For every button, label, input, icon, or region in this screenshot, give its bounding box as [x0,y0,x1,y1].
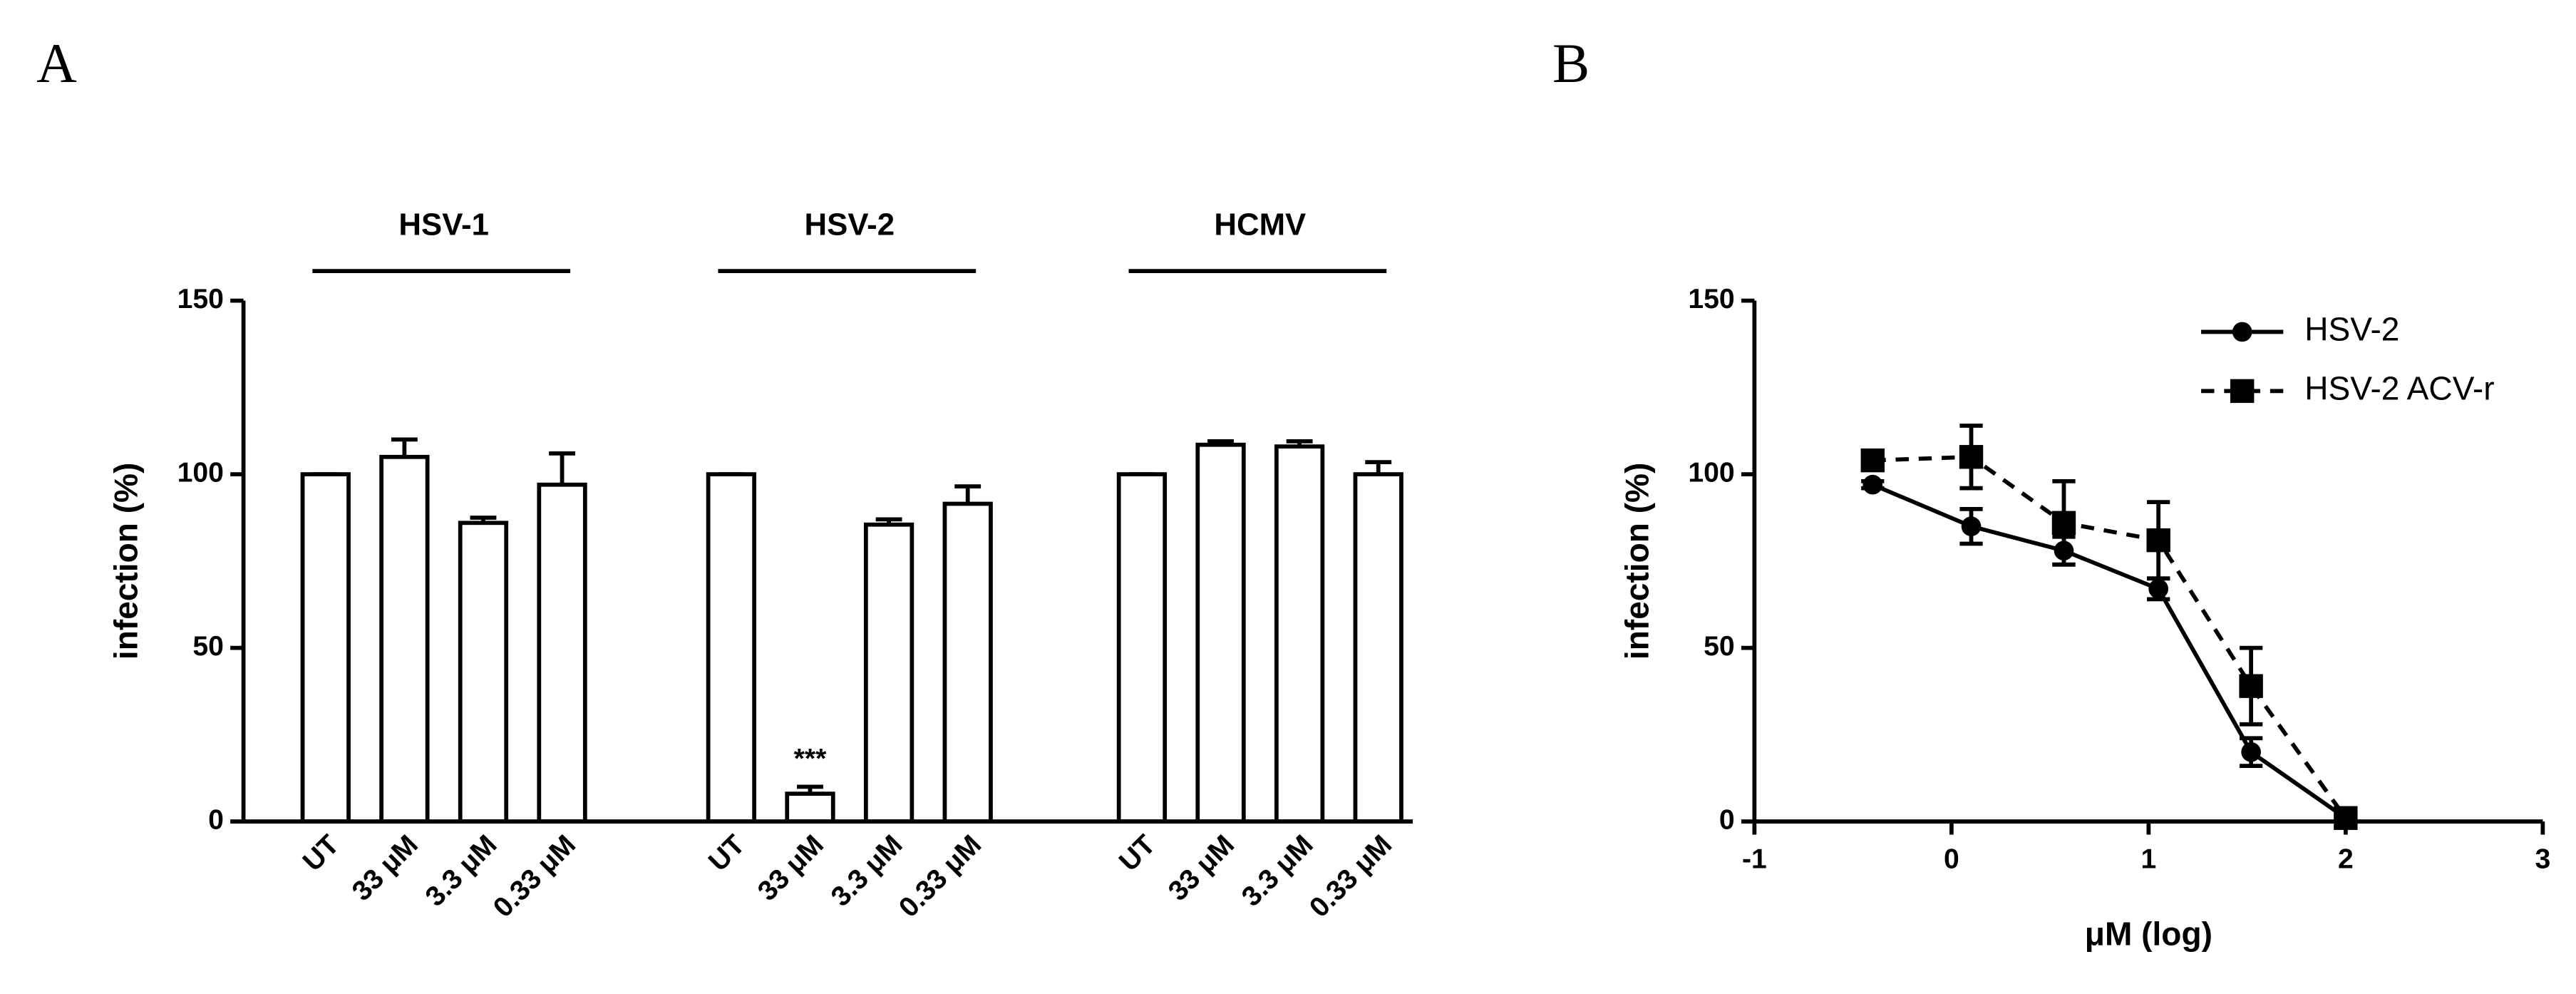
legend-marker [2230,379,2255,404]
y-tick-label: 100 [1688,457,1734,488]
y-tick-label: 150 [177,284,224,314]
x-tick-label: UT [297,829,345,877]
legend-label: HSV-2 ACV-r [2304,370,2494,407]
panel-label: B [1552,32,1590,94]
group-label: HSV-1 [398,207,488,242]
data-point [2334,806,2358,830]
x-tick-label: 0.33 μM [893,829,987,923]
data-point [2051,511,2076,536]
data-point [1959,445,1984,469]
data-point [1961,516,1982,536]
bar [1195,442,1246,824]
bar [1274,444,1325,824]
group-label: HCMV [1214,207,1306,242]
y-tick-label: 100 [177,457,224,488]
y-axis-label: infection (%) [107,463,144,660]
bar [379,454,430,824]
series-line [1872,483,2347,820]
x-tick-label: UT [1113,829,1161,877]
y-tick-label: 50 [1704,631,1735,662]
data-point [1863,474,1883,495]
y-tick-label: 150 [1688,284,1734,314]
x-tick-label: 0.33 μM [488,829,582,923]
data-point [2239,674,2263,698]
x-tick-label: 3 [2535,844,2550,875]
series-line [1872,454,2348,819]
data-point [2241,742,2261,762]
bar [942,501,993,824]
x-tick-label: UT [703,829,751,877]
significance-label: *** [794,744,827,774]
y-axis-label: infection (%) [1618,463,1655,660]
legend-label: HSV-2 [2304,311,2399,348]
y-tick-label: 0 [1719,804,1735,835]
panel-label: A [36,32,77,94]
bar [863,522,915,824]
x-tick-label: 33 μM [1163,829,1240,907]
data-point [2146,528,2170,553]
x-tick-label: -1 [1742,844,1767,875]
bar [1353,472,1403,824]
x-tick-label: 33 μM [346,829,424,907]
y-tick-label: 0 [208,804,224,835]
x-tick-label: 0.33 μM [1304,829,1398,923]
data-point [1860,448,1885,473]
data-point [2148,578,2169,599]
bar [706,472,757,824]
group-label: HSV-2 [805,207,895,242]
x-tick-label: 0 [1944,844,1959,875]
x-tick-label: 2 [2338,844,2354,875]
bar [785,791,835,824]
x-tick-label: 33 μM [752,829,830,907]
bar [1116,472,1168,824]
bar [458,521,509,824]
bar [300,472,351,824]
bar [537,482,587,824]
legend-marker [2232,322,2252,342]
y-tick-label: 50 [192,631,224,662]
x-tick-label: 1 [2140,844,2156,875]
x-axis-label: μM (log) [2085,916,2212,953]
